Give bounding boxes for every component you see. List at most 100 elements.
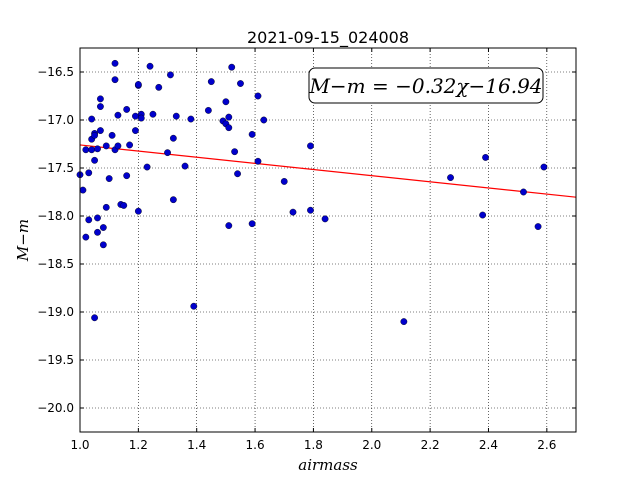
data-point: [114, 142, 122, 150]
data-point: [134, 81, 142, 88]
x-tick-label: 2.6: [537, 438, 556, 452]
data-point: [400, 318, 408, 325]
data-point: [254, 92, 262, 100]
data-point: [82, 233, 90, 241]
data-point: [280, 178, 288, 185]
data-point: [190, 302, 198, 310]
data-point: [307, 142, 314, 150]
data-point: [228, 63, 236, 71]
data-point: [85, 216, 93, 224]
data-point: [164, 149, 171, 157]
data-point: [137, 114, 145, 122]
data-point: [169, 196, 177, 204]
data-point: [97, 95, 104, 103]
x-axis-label: airmass: [298, 456, 358, 474]
data-point: [447, 174, 454, 182]
data-point: [134, 207, 142, 215]
data-point: [289, 208, 297, 216]
data-point: [111, 76, 119, 84]
y-tick-label: −19.0: [37, 305, 74, 319]
data-point: [155, 83, 163, 91]
data-point: [111, 59, 119, 67]
y-axis-label: M−m: [14, 219, 32, 262]
data-point: [82, 146, 90, 154]
data-point: [88, 115, 96, 123]
data-point: [225, 222, 233, 230]
x-axis-ticks: 1.0 1.2 1.4 1.6 1.8 2.0 2.2 2.4 2.6: [70, 48, 556, 452]
plot-frame: [79, 47, 577, 433]
data-point: [97, 103, 104, 110]
y-tick-label: −18.5: [37, 257, 74, 271]
x-tick-label: 2.4: [479, 438, 498, 452]
data-point: [146, 62, 154, 70]
chart-title: 2021-09-15_024008: [247, 28, 409, 48]
data-point: [181, 162, 189, 170]
data-point: [91, 314, 98, 322]
data-point: [97, 127, 104, 134]
data-point: [187, 115, 195, 123]
fit-line-layer: [79, 144, 577, 198]
data-point: [169, 134, 177, 142]
x-tick-label: 1.2: [129, 438, 148, 452]
x-tick-label: 1.8: [304, 438, 323, 452]
plot-area: [80, 48, 576, 432]
y-axis-ticks: −16.5 −17.0 −17.5 −18.0 −18.5 −19.0 −19.5 −20.0: [37, 65, 576, 415]
data-point: [237, 80, 244, 87]
data-point: [520, 188, 527, 196]
data-point: [102, 203, 110, 211]
data-point: [254, 157, 262, 165]
data-point: [143, 163, 151, 171]
data-point: [234, 170, 241, 178]
data-point: [479, 211, 487, 219]
data-point: [94, 145, 101, 153]
x-tick-label: 1.6: [246, 438, 265, 452]
data-point: [114, 111, 122, 119]
data-point: [120, 202, 128, 209]
data-point: [167, 71, 174, 79]
data-point: [204, 107, 212, 114]
data-point: [79, 186, 87, 194]
data-point: [321, 215, 329, 223]
data-point: [225, 124, 233, 132]
data-point: [482, 154, 489, 161]
data-point: [94, 228, 101, 236]
data-point: [540, 163, 548, 171]
x-tick-label: 1.4: [187, 438, 206, 452]
fit-annotation: M−m = −0.32χ−16.94: [308, 67, 544, 104]
data-point: [248, 130, 256, 138]
fit-line: [79, 144, 577, 198]
data-point: [260, 116, 268, 124]
y-tick-label: −16.5: [37, 65, 74, 79]
x-tick-label: 2.0: [362, 438, 381, 452]
data-point: [225, 113, 233, 121]
data-point: [91, 131, 98, 139]
data-point: [222, 98, 230, 106]
fit-annotation-text: M−m = −0.32χ−16.94: [308, 74, 542, 98]
data-point: [85, 169, 93, 177]
y-tick-label: −18.0: [37, 209, 74, 223]
y-tick-label: −19.5: [37, 353, 74, 367]
y-tick-label: −17.5: [37, 161, 74, 175]
data-point: [126, 141, 134, 149]
data-point: [108, 131, 116, 139]
data-point: [149, 110, 157, 118]
data-point: [88, 146, 96, 154]
data-point: [99, 224, 107, 231]
x-tick-label: 2.2: [421, 438, 440, 452]
fit-annotation-box: [308, 67, 544, 104]
data-point: [123, 106, 131, 113]
data-point: [534, 223, 542, 230]
data-point: [307, 206, 314, 214]
data-point: [132, 127, 139, 134]
data-point: [132, 112, 139, 120]
data-points: [76, 59, 548, 325]
data-point: [231, 148, 239, 156]
data-point: [123, 172, 131, 180]
x-tick-label: 1.0: [70, 438, 89, 452]
data-point: [105, 175, 113, 182]
data-point: [99, 241, 107, 249]
data-point: [94, 214, 101, 222]
data-point: [91, 156, 98, 164]
data-point: [248, 220, 256, 228]
y-tick-label: −17.0: [37, 113, 74, 127]
